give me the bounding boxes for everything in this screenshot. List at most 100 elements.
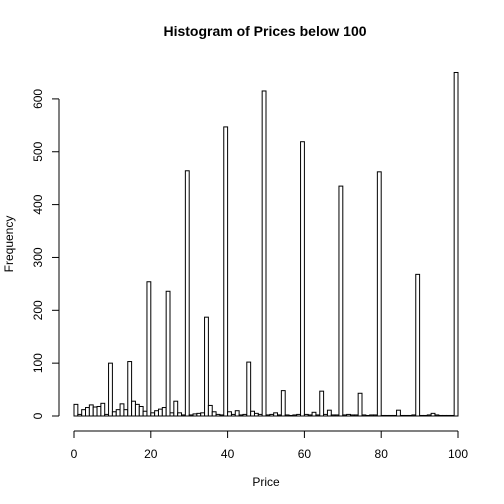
histogram-bar [123,409,129,417]
histogram-bar [307,414,313,417]
histogram-bar [188,414,194,417]
histogram-bar [165,290,171,417]
histogram-bar [238,414,244,417]
histogram-bar [388,414,394,417]
histogram-bar [365,414,371,417]
y-tick-label: 200 [31,300,45,320]
histogram-bar [230,413,236,417]
histogram-bar [280,390,286,417]
x-tick-label: 40 [221,447,235,461]
chart-title: Histogram of Prices below 100 [163,23,366,39]
histogram-bar [192,413,198,417]
histogram-bar [265,414,271,417]
histogram-bar [200,412,206,417]
histogram-bar [361,414,367,417]
histogram-bar [338,185,344,417]
histogram-bar [108,362,113,417]
histogram-bar [138,405,144,417]
histogram-bar [96,405,102,417]
x-tick-label: 60 [298,447,312,461]
histogram-bar [438,414,444,417]
histogram-bar [104,413,110,417]
y-tick-label: 600 [31,89,45,109]
histogram-bar [177,412,183,417]
y-tick-label: 100 [31,353,45,373]
histogram-bar [419,414,424,417]
y-tick-label: 300 [31,247,45,267]
histogram-bar [169,412,175,417]
x-axis: 0 20 40 60 80 100 [71,430,468,461]
y-tick-label: 400 [31,194,45,214]
histogram-bar [211,411,217,417]
histogram-bar [411,414,417,417]
histogram-bar [399,414,405,417]
histogram-bar [342,414,348,417]
histogram-bar [85,407,90,417]
histogram-bar [326,409,332,417]
histogram-bar [407,414,413,417]
histogram-bar [273,412,279,417]
histogram-bar [445,414,451,417]
histogram-bar [81,409,87,417]
histogram-bar [373,414,378,417]
histogram-bar [319,390,325,417]
histogram-bar [111,411,117,417]
histogram-bar [380,414,386,417]
histogram-bar [311,411,317,417]
histogram-bar [223,126,229,417]
histogram-bar [434,414,440,417]
histogram-bar [242,413,248,417]
histogram-bar [207,404,213,417]
histogram-bar [253,412,259,417]
histogram-bar [154,410,159,417]
histogram-bar [315,414,321,417]
histogram-bar [115,409,121,417]
histogram-bar [396,409,401,417]
histogram-bar [150,412,156,417]
x-tick-label: 100 [448,447,468,461]
y-tick-label: 0 [31,412,45,419]
histogram-bar [184,170,190,417]
histogram-bar [92,406,98,417]
histogram-bar [227,411,232,417]
histogram-bar [77,413,83,417]
histogram-bar [196,412,202,417]
histogram-bar [269,413,275,417]
x-axis-label: Price [252,475,280,489]
y-tick-label: 500 [31,141,45,161]
histogram-bar [384,414,390,417]
histogram-bar [430,412,436,417]
histogram-bar [422,414,428,417]
histogram-bar [127,361,133,417]
histogram-bar [134,403,140,417]
histogram-bar [346,413,351,417]
histogram-bar [449,414,455,417]
histogram-bar [353,414,359,417]
histogram-bar [392,414,398,417]
histogram-bar [73,403,79,417]
x-tick-label: 20 [144,447,158,461]
histogram-bar [157,408,163,417]
histogram-bar [357,392,363,417]
x-tick-label: 80 [375,447,389,461]
histogram-bar [119,403,125,417]
histogram-bar [349,414,355,417]
histogram-bar [234,410,240,417]
histogram-bar [131,400,136,417]
histogram-bar [246,361,252,417]
histogram-bar [426,414,432,417]
x-tick-label: 0 [71,447,78,461]
histogram-bar [369,414,375,417]
histogram-bar [146,281,152,417]
histogram-bar [215,413,221,417]
histogram-bar [181,414,186,417]
histogram-bar [323,413,328,417]
histogram-bar [292,414,298,417]
histogram-bar [296,413,302,417]
histogram-bar [142,410,148,417]
y-axis-label: Frequency [2,216,16,273]
histogram-bars [73,71,459,417]
histogram-bar [257,413,263,417]
y-axis: 0 100 200 300 400 500 600 [31,89,60,419]
